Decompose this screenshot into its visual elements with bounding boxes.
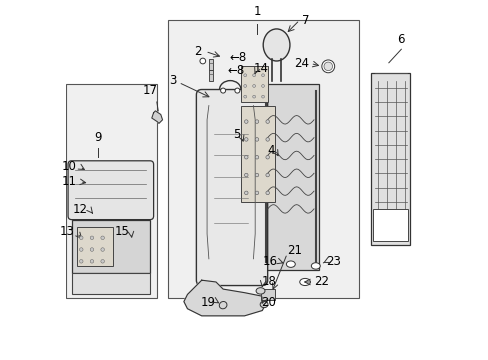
Ellipse shape [299, 278, 310, 285]
Circle shape [80, 236, 83, 239]
Bar [370, 73, 409, 244]
Bar [262, 84, 319, 270]
Bar [372, 209, 407, 241]
Bar [167, 20, 358, 298]
Text: 7: 7 [301, 14, 308, 27]
Bar [241, 66, 267, 102]
Circle shape [244, 138, 247, 141]
Ellipse shape [263, 29, 289, 61]
Circle shape [321, 60, 334, 73]
Bar [71, 220, 150, 273]
Ellipse shape [260, 301, 267, 308]
Circle shape [265, 191, 269, 195]
Circle shape [255, 191, 258, 195]
Text: ←8: ←8 [229, 51, 246, 64]
Circle shape [244, 85, 246, 87]
Ellipse shape [286, 261, 295, 267]
Circle shape [265, 120, 269, 123]
Text: 1: 1 [253, 5, 260, 18]
Polygon shape [183, 280, 265, 316]
Text: 3: 3 [168, 74, 176, 87]
Circle shape [80, 248, 83, 251]
Text: 21: 21 [286, 244, 302, 257]
Circle shape [80, 260, 83, 263]
Circle shape [261, 95, 264, 98]
Circle shape [244, 74, 246, 77]
Circle shape [244, 95, 246, 98]
Ellipse shape [256, 288, 264, 294]
Text: 16: 16 [262, 255, 277, 268]
Text: 14: 14 [254, 62, 268, 75]
Text: 22: 22 [313, 275, 328, 288]
Circle shape [255, 120, 258, 123]
Ellipse shape [219, 301, 226, 309]
Circle shape [234, 88, 240, 93]
Text: 9: 9 [94, 131, 102, 144]
Bar [66, 84, 157, 298]
Text: 17: 17 [142, 84, 158, 96]
Text: 10: 10 [62, 160, 77, 174]
Bar [77, 227, 112, 266]
Circle shape [324, 62, 332, 71]
Text: 23: 23 [326, 255, 341, 268]
Circle shape [244, 120, 247, 123]
Circle shape [261, 85, 264, 87]
Bar [260, 289, 274, 300]
Circle shape [252, 95, 255, 98]
Circle shape [101, 260, 104, 263]
Text: 5: 5 [233, 128, 241, 141]
Text: 24: 24 [293, 57, 308, 70]
Text: 13: 13 [59, 225, 74, 238]
Circle shape [90, 236, 94, 239]
Circle shape [255, 156, 258, 159]
Bar [241, 105, 274, 202]
Circle shape [244, 191, 247, 195]
Circle shape [244, 156, 247, 159]
Text: 19: 19 [200, 296, 215, 309]
Ellipse shape [311, 263, 320, 269]
Polygon shape [151, 111, 162, 123]
Circle shape [261, 74, 264, 77]
Circle shape [101, 248, 104, 251]
Circle shape [252, 85, 255, 87]
Circle shape [101, 236, 104, 239]
Text: ←8: ←8 [227, 64, 244, 77]
Circle shape [90, 248, 94, 251]
Circle shape [265, 156, 269, 159]
Text: 6: 6 [397, 33, 404, 46]
Bar [208, 59, 212, 70]
Text: 15: 15 [115, 225, 129, 238]
Text: 2: 2 [194, 45, 202, 58]
Bar [71, 273, 150, 294]
Circle shape [252, 74, 255, 77]
Circle shape [255, 173, 258, 177]
FancyBboxPatch shape [68, 161, 153, 220]
Circle shape [200, 58, 205, 64]
Circle shape [220, 88, 225, 93]
Text: 12: 12 [73, 203, 87, 216]
Circle shape [90, 260, 94, 263]
Text: 20: 20 [261, 296, 276, 309]
Text: 4: 4 [267, 144, 274, 157]
Text: 11: 11 [62, 175, 77, 188]
Circle shape [265, 138, 269, 141]
Bar [208, 70, 212, 81]
Circle shape [255, 138, 258, 141]
Circle shape [244, 173, 247, 177]
FancyBboxPatch shape [196, 90, 267, 285]
Circle shape [265, 173, 269, 177]
Text: 18: 18 [261, 275, 276, 288]
